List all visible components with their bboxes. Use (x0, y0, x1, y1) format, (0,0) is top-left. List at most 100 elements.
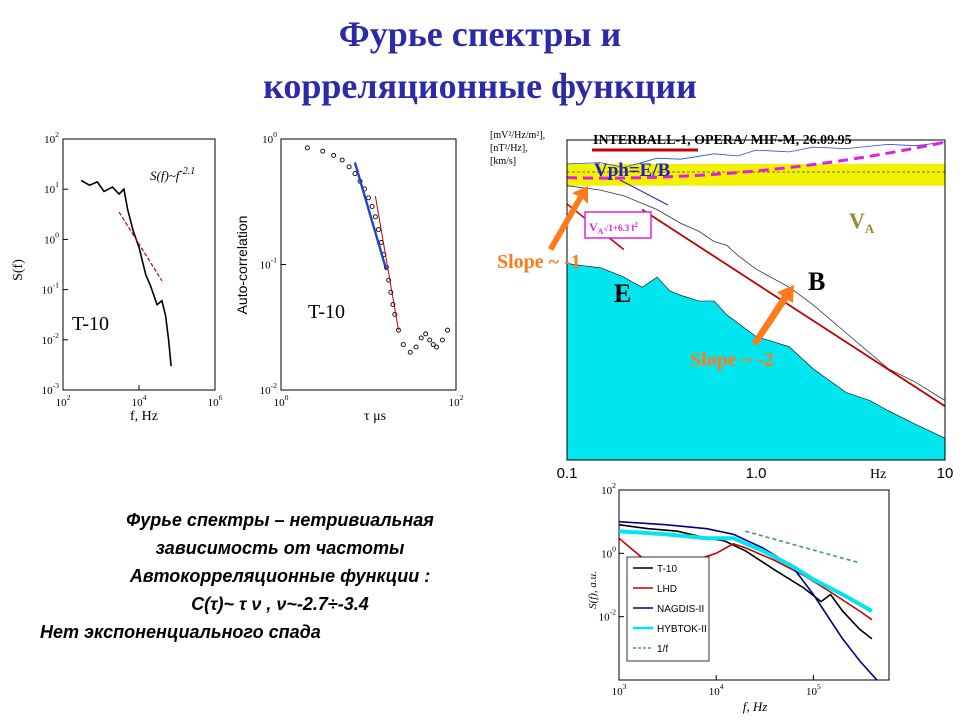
comparison-x-axis-label: f, Hz (743, 699, 768, 714)
va-fit-box (584, 211, 652, 239)
autocorrelation-point (331, 152, 337, 158)
autocorrelation-x-axis-label: τ μs (364, 409, 386, 424)
comparison-series-line (619, 523, 873, 640)
interball-y-tick-label: 103 (540, 129, 563, 150)
comparison-y-tick-label: 102 (601, 481, 616, 497)
autocorrelation-y-axis-label: Auto-correlation (234, 216, 250, 315)
spectrum-y-tick-label: 100 (44, 230, 59, 246)
comparison-x-tick-label: 105 (806, 682, 821, 698)
spectrum-x-tick-label: 102 (56, 393, 71, 409)
autocorrelation-point (369, 204, 375, 209)
interball-series-group (567, 140, 945, 460)
caption-line-4: С(τ)~ τ ν , ν~-2.7÷-3.4 (191, 594, 369, 614)
spectrum-y-axis-label: S(f) (11, 259, 26, 281)
autocorrelation-y-tick-label: 10-2 (260, 381, 278, 397)
interball-y-tick-label: 102 (540, 175, 563, 196)
autocorrelation-point (352, 171, 358, 177)
autocorrelation-fit-line-blue (353, 162, 388, 271)
fit-va-dashed-curve (567, 140, 945, 180)
spectrum-y-tick-label: 101 (44, 180, 59, 196)
spectrum-y-tick-label: 102 (44, 130, 59, 146)
slope-2-label: Slope ~ -2 (690, 349, 774, 371)
autocorrelation-point (376, 227, 381, 232)
autocorrelation-point (430, 342, 436, 348)
comparison-plot-frame (618, 489, 890, 681)
autocorrelation-point (439, 337, 445, 343)
autocorrelation-chart: 100 102 10-2 10-1 100 τ μs Auto-correlation T-1… (234, 130, 464, 424)
comparison-legend-label: NAGDIS-II (657, 604, 704, 615)
spectrum-x-tick-label: 104 (132, 393, 147, 409)
autocorrelation-plot-frame (280, 138, 457, 391)
vph-label-leader (619, 179, 669, 206)
e-label: E (614, 279, 631, 308)
b-label: B (808, 267, 825, 296)
autocorrelation-point (386, 277, 392, 283)
comparison-legend-label: T-10 (657, 564, 677, 575)
autocorrelation-series-group (304, 145, 450, 355)
spectrum-x-axis-label: f, Hz (130, 409, 158, 424)
autocorrelation-y-tick-label: 100 (262, 130, 277, 146)
spectrum-series-line (80, 179, 172, 367)
va-fit-box-label: VA√1+6.3 f2 (589, 220, 639, 236)
autocorrelation-point (434, 344, 440, 350)
autocorrelation-point (423, 331, 429, 337)
spectrum-x-tick-label: 106 (208, 393, 223, 409)
autocorrelation-point (445, 327, 450, 333)
autocorrelation-point (346, 164, 352, 170)
interball-x-tick-label: 0.1 (557, 465, 578, 482)
autocorrelation-point (372, 214, 378, 220)
autocorrelation-point (418, 335, 424, 341)
interball-spectrum-chart: 10-410-310-210-11001011021030.11.010HzIN… (490, 129, 953, 482)
interball-unit-label: [nT²/Hz], (490, 143, 528, 154)
autocorrelation-point (339, 157, 345, 163)
interball-x-tick-label: 10 (937, 465, 954, 482)
comparison-series-line (619, 529, 873, 613)
spectrum-fit-line (118, 211, 163, 282)
autocorrelation-fit-line-red (374, 196, 399, 331)
autocorrelation-point (413, 344, 419, 350)
interball-unit-label: [km/s] (490, 156, 516, 167)
slope-1-arrow (548, 186, 588, 251)
caption-line-1: Фурье спектры – нетривиальная (126, 510, 434, 530)
autocorrelation-point (388, 289, 394, 295)
vph-line (567, 141, 945, 168)
comparison-y-tick-label: 10-2 (599, 608, 617, 624)
comparison-series-line (745, 530, 860, 564)
comparison-x-tick-label: 104 (709, 682, 724, 698)
interball-plot-frame (566, 139, 946, 461)
comparison-legend-box (626, 556, 710, 662)
comparison-y-tick-label: 100 (601, 544, 616, 560)
comparison-legend-label: 1/f (657, 644, 668, 655)
interball-y-tick-label: 10-2 (536, 358, 563, 379)
autocorrelation-device-tag: T-10 (308, 301, 345, 323)
autocorrelation-point (427, 337, 433, 343)
autocorrelation-point (366, 195, 371, 201)
interball-y-tick-label: 100 (540, 266, 563, 287)
autocorrelation-point (320, 148, 326, 154)
autocorrelation-point (400, 342, 406, 348)
b-spectrum-line (567, 185, 945, 401)
caption-line-5: Нет экспоненциального спада (40, 622, 321, 642)
slope-2-arrow (752, 285, 794, 346)
interball-x-axis-label: Hz (870, 467, 886, 482)
spectrum-power-law-annotation: S(f)~f-2.1 (150, 166, 195, 183)
slide-title-line-2: корреляционные функции (263, 66, 697, 106)
va-label: VA (849, 208, 875, 236)
slope-1-label: Slope ~ -1 (497, 251, 581, 273)
slide-title-line-1: Фурье спектры и (338, 14, 622, 54)
alfven-band (567, 163, 945, 186)
spectrum-y-tick-label: 10-2 (42, 331, 60, 347)
interball-unit-label: [mV²/Hz/m²], (490, 130, 545, 141)
comparison-legend-label: LHD (657, 584, 677, 595)
e-spectrum-area (567, 263, 945, 460)
interball-y-tick-label: 10-4 (536, 449, 563, 470)
comparison-series-group (619, 520, 878, 680)
autocorrelation-point (407, 349, 413, 355)
interball-y-tick-label: 10-1 (536, 312, 563, 333)
interball-x-tick-label: 1.0 (746, 465, 767, 482)
spectrum-y-tick-label: 10-3 (42, 381, 60, 397)
autocorrelation-x-tick-label: 100 (274, 393, 289, 409)
interball-y-tick-label: 10-3 (536, 403, 563, 424)
autocorrelation-y-tick-label: 10-1 (260, 256, 278, 272)
